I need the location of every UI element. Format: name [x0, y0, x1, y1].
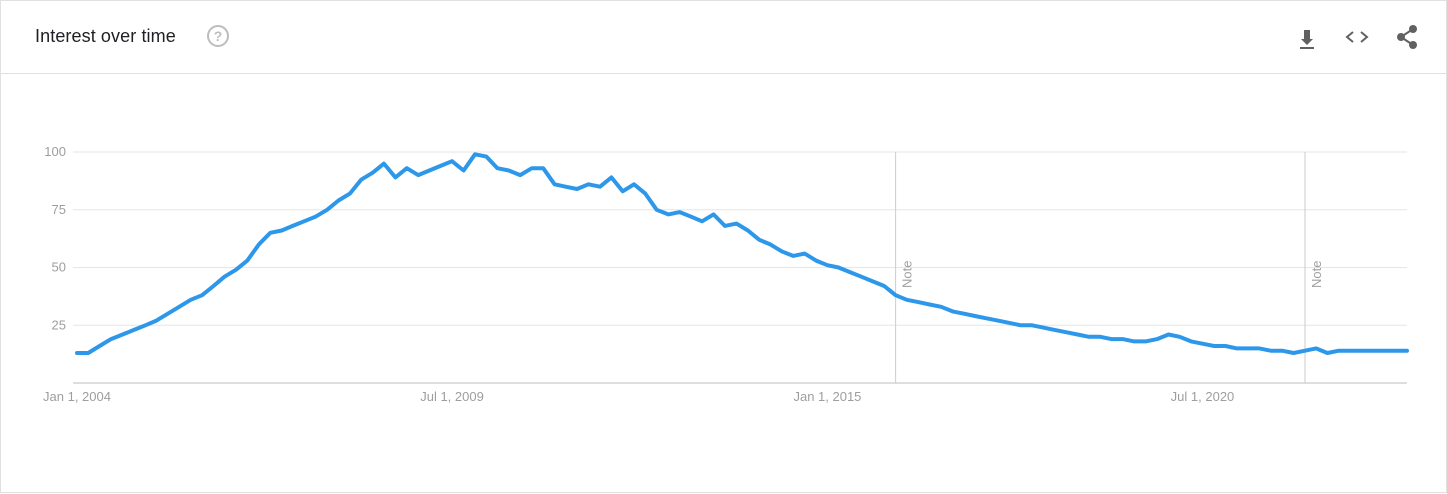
y-tick-label: 25: [52, 317, 66, 332]
x-tick-label: Jul 1, 2020: [1171, 389, 1235, 404]
x-tick-label: Jul 1, 2009: [420, 389, 484, 404]
x-tick-label: Jan 1, 2015: [793, 389, 861, 404]
question-mark-icon[interactable]: ?: [207, 25, 229, 47]
interest-line-chart: 25 50 75 100 Jan 1, 2004 Jul 1, 2009 Jan 1, 20…: [1, 74, 1447, 494]
note-label: Note: [900, 261, 915, 288]
download-button[interactable]: [1293, 23, 1321, 51]
x-tick-label: Jan 1, 2004: [43, 389, 111, 404]
y-tick-label: 75: [52, 202, 66, 217]
card-title: Interest over time: [35, 26, 176, 47]
download-icon: [1293, 23, 1321, 51]
series-line: [77, 154, 1407, 353]
y-tick-label: 50: [52, 260, 66, 275]
share-icon: [1393, 23, 1421, 51]
note-label: Note: [1309, 261, 1324, 288]
embed-code-button[interactable]: [1343, 23, 1371, 51]
y-tick-label: 100: [44, 144, 66, 159]
share-button[interactable]: [1393, 23, 1421, 51]
code-icon: [1343, 23, 1371, 51]
card-header: Interest over time ?: [1, 1, 1446, 74]
